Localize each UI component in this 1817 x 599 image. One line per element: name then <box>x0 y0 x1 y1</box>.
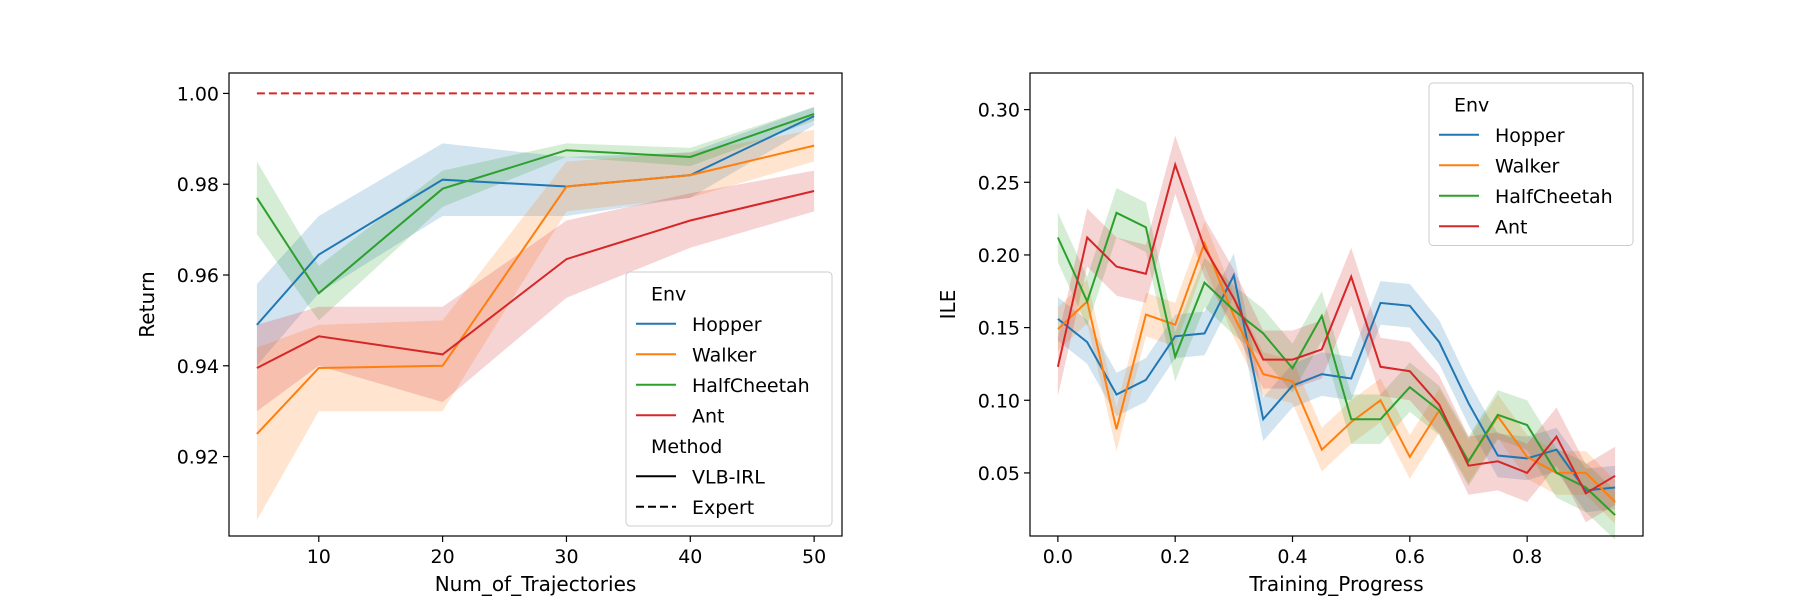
y-axis-label: Return <box>135 271 159 337</box>
hopper-line <box>256 115 815 326</box>
halfcheetah-band <box>256 107 815 321</box>
x-tick-label: 0.2 <box>1160 546 1190 568</box>
legend-label-halfcheetah: HalfCheetah <box>1495 186 1613 208</box>
y-tick-label: 0.30 <box>978 100 1020 122</box>
legend-label-halfcheetah: HalfCheetah <box>692 375 810 397</box>
axes-frame <box>228 72 843 537</box>
legend-title: Env <box>651 283 686 305</box>
x-tick-label: 0.4 <box>1277 546 1307 568</box>
walker-line <box>1057 240 1616 503</box>
legend-label-hopper: Hopper <box>692 314 762 336</box>
axes-frame <box>1029 72 1644 537</box>
x-tick-label: 50 <box>802 546 826 568</box>
halfcheetah-line <box>1056 211 1616 516</box>
y-tick-label: 0.25 <box>978 172 1020 194</box>
ant-line <box>256 190 815 369</box>
y-tick-label: 0.10 <box>978 390 1020 412</box>
y-tick-label: 0.05 <box>978 463 1020 485</box>
ile-chart: 0.0 0.2 0.4 0.6 0.8 0.05 0.10 0.15 0.20 0.25 0.30 T… <box>936 72 1644 596</box>
legend-label-walker: Walker <box>1495 155 1560 177</box>
legend-label-ant: Ant <box>1495 216 1528 238</box>
x-axis-label: Num_of_Trajectories <box>435 572 637 596</box>
legend-box <box>1428 82 1634 246</box>
legend-label-expert: Expert <box>692 497 754 519</box>
ant-band <box>1057 135 1616 523</box>
y-tick-label: 1.00 <box>177 83 219 105</box>
legend-title: Method <box>651 436 722 458</box>
y-tick-label: 0.94 <box>177 356 219 378</box>
hopper-line <box>1057 272 1616 492</box>
walker-line <box>256 144 815 435</box>
x-axis-label: Training_Progress <box>1248 572 1423 596</box>
y-tick-label: 0.96 <box>177 265 219 287</box>
y-tick-label: 0.98 <box>177 174 219 196</box>
legend-box <box>625 271 833 527</box>
x-tick-label: 30 <box>554 546 578 568</box>
halfcheetah-line <box>256 112 815 295</box>
return-chart: 10 20 30 40 50 0.92 0.94 0.96 0.98 1.00 Num_of_Tra… <box>135 72 843 596</box>
walker-band <box>256 129 815 521</box>
x-tick-label: 20 <box>431 546 455 568</box>
y-tick-label: 0.20 <box>978 245 1020 267</box>
legend-label-walker: Walker <box>692 344 757 366</box>
x-tick-label: 0.8 <box>1512 546 1542 568</box>
legend-label-ant: Ant <box>692 405 725 427</box>
legend-label-hopper: Hopper <box>1495 125 1565 147</box>
x-tick-label: 0.0 <box>1043 546 1073 568</box>
x-tick-label: 0.6 <box>1395 546 1425 568</box>
hopper-band <box>256 107 815 366</box>
legend: Env Hopper Walker HalfCheetah Ant Method VLB-I… <box>625 271 833 527</box>
ant-line <box>1056 161 1616 495</box>
y-axis-label: ILE <box>936 290 960 320</box>
hopper-band <box>1057 253 1616 513</box>
legend: Env Hopper Walker HalfCheetah Ant <box>1428 82 1634 246</box>
ant-band <box>256 170 815 412</box>
x-tick-label: 10 <box>307 546 331 568</box>
y-tick-label: 0.92 <box>177 447 219 469</box>
x-tick-label: 40 <box>678 546 702 568</box>
legend-title: Env <box>1454 94 1489 116</box>
y-tick-label: 0.15 <box>978 318 1020 340</box>
legend-label-vlb-irl: VLB-IRL <box>692 466 765 488</box>
